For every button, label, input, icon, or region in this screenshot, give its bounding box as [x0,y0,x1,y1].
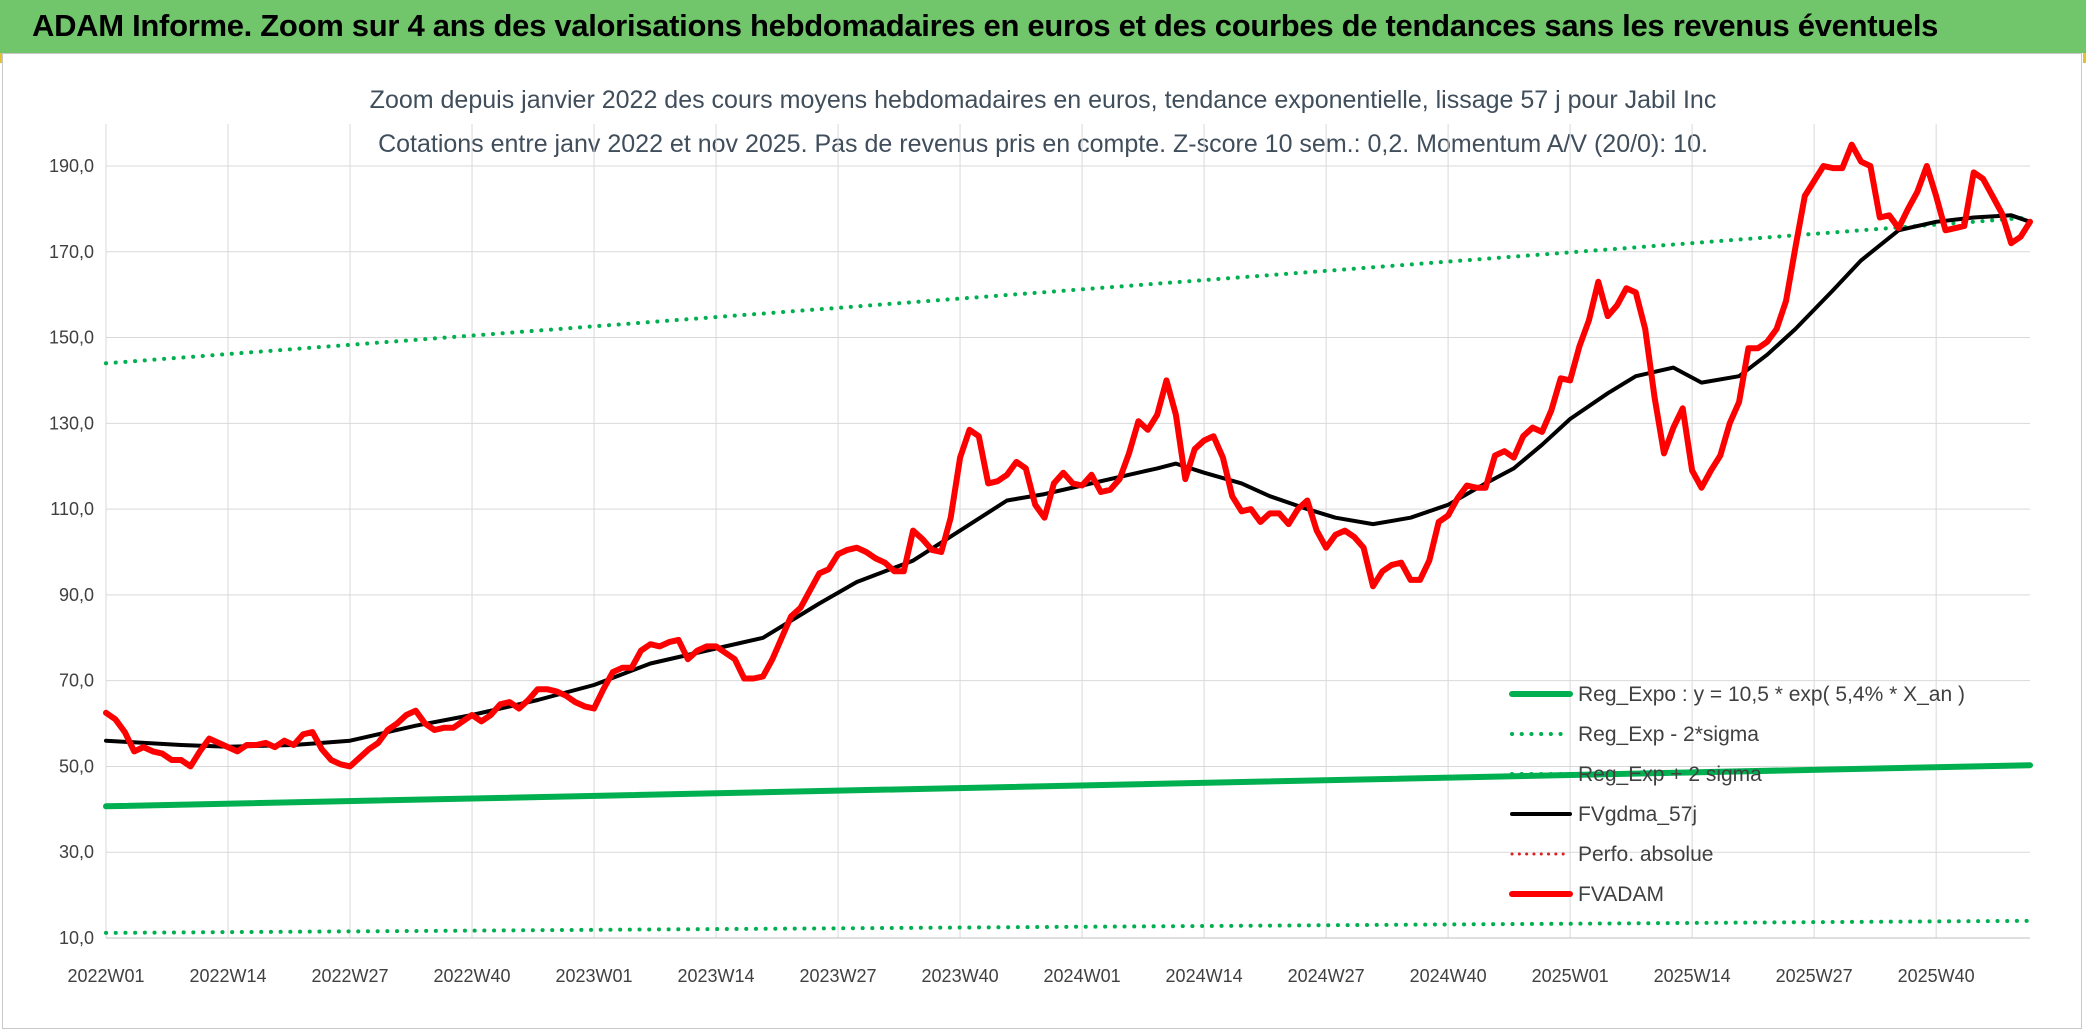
x-tick-label: 2024W01 [1044,966,1121,986]
corner-marker-right [2083,53,2086,63]
y-tick-label: 70,0 [59,671,94,691]
x-tick-label: 2022W40 [433,966,510,986]
series-line-0 [103,762,2033,810]
x-tick-label: 2025W40 [1898,966,1975,986]
x-tick-label: 2022W27 [311,966,388,986]
y-tick-label: 190,0 [49,156,94,176]
series-lines [103,141,2033,935]
legend-label: Reg_Exp + 2 sigma [1578,763,1762,786]
series-line-2 [104,215,2032,366]
series-line-3 [104,213,2032,749]
x-tick-label: 2023W27 [800,966,877,986]
x-tick-label: 2023W01 [556,966,633,986]
gridlines [105,124,2030,939]
legend: Reg_Expo : y = 10,5 * exp( 5,4% * X_an )… [1509,683,1965,906]
series-line-5 [103,141,2033,770]
chart-title: Zoom depuis janvier 2022 des cours moyen… [370,86,1717,114]
legend-label: Reg_Exp - 2*sigma [1578,723,1759,746]
y-tick-label: 30,0 [59,842,94,862]
x-tick-label: 2024W27 [1288,966,1365,986]
x-tick-label: 2024W40 [1410,966,1487,986]
legend-label: FVADAM [1578,883,1664,906]
y-tick-label: 130,0 [49,413,94,433]
x-tick-label: 2022W14 [189,966,266,986]
y-tick-label: 50,0 [59,756,94,776]
legend-label: Reg_Expo : y = 10,5 * exp( 5,4% * X_an ) [1578,683,1965,706]
x-tick-label: 2025W27 [1776,966,1853,986]
x-tick-label: 2022W01 [67,966,144,986]
y-tick-label: 150,0 [49,328,94,348]
y-tick-label: 110,0 [50,499,94,519]
axes: 10,0 30,0 50,0 70,0 90,0 110,0 130,0 150,0 170,0… [49,156,2030,986]
x-tick-label: 2025W01 [1532,966,1609,986]
report-banner: ADAM Informe. Zoom sur 4 ans des valoris… [0,0,2086,53]
x-tick-label: 2025W14 [1654,966,1731,986]
series-line-1 [104,918,2032,935]
x-tick-label: 2023W14 [678,966,755,986]
legend-label: Perfo. absolue [1578,843,1713,866]
x-tick-label: 2024W14 [1166,966,1243,986]
chart-subtitle: Cotations entre janv 2022 et nov 2025. P… [378,130,1708,158]
legend-label: FVgdma_57j [1578,803,1697,826]
corner-marker-left [0,53,3,63]
y-tick-label: 10,0 [59,928,94,948]
x-tick-label: 2023W40 [922,966,999,986]
y-tick-label: 170,0 [49,242,94,262]
y-tick-label: 90,0 [59,585,94,605]
report-title: ADAM Informe. Zoom sur 4 ans des valoris… [32,8,1939,43]
chart-frame [2,53,2082,1029]
